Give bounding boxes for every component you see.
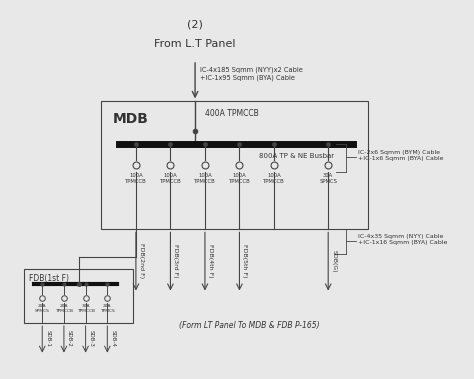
Text: (2): (2) bbox=[187, 19, 203, 30]
Text: FDB(3rd F): FDB(3rd F) bbox=[173, 244, 178, 278]
Text: 20A
SPMCS: 20A SPMCS bbox=[35, 304, 50, 313]
Text: SDB-3: SDB-3 bbox=[89, 330, 93, 347]
Text: 100A
TPMCCB: 100A TPMCCB bbox=[263, 173, 285, 184]
Bar bbox=[25, 269, 133, 323]
Text: SDB-1: SDB-1 bbox=[45, 330, 50, 347]
Text: MDB: MDB bbox=[113, 112, 149, 126]
Text: FDB(4th F): FDB(4th F) bbox=[208, 244, 213, 278]
Text: 30A
TPMCCB: 30A TPMCCB bbox=[77, 304, 95, 313]
Text: FDB(1st F): FDB(1st F) bbox=[29, 274, 69, 283]
Text: SDB(G): SDB(G) bbox=[331, 250, 336, 272]
Text: FDB(5th F): FDB(5th F) bbox=[242, 244, 247, 278]
Text: From L.T Panel: From L.T Panel bbox=[155, 39, 236, 49]
Text: 800A TP & NE Busbar: 800A TP & NE Busbar bbox=[259, 153, 334, 158]
Text: SDB-4: SDB-4 bbox=[110, 330, 115, 347]
Text: IC-4x185 Sqmm (NYY)x2 Cable
+IC-1x95 Sqmm (BYA) Cable: IC-4x185 Sqmm (NYY)x2 Cable +IC-1x95 Sqm… bbox=[200, 67, 303, 81]
Text: 100A
TPMCCB: 100A TPMCCB bbox=[194, 173, 216, 184]
Bar bbox=[101, 101, 368, 229]
Text: IC-2x6 Sqmm (BYM) Cable
+IC-1x6 Sqmm (BYA) Cable: IC-2x6 Sqmm (BYM) Cable +IC-1x6 Sqmm (BY… bbox=[358, 150, 443, 161]
Text: IC-4x35 Sqmm (NYY) Cable
+IC-1x16 Sqmm (BYA) Cable: IC-4x35 Sqmm (NYY) Cable +IC-1x16 Sqmm (… bbox=[358, 234, 447, 245]
Text: SDB-2: SDB-2 bbox=[67, 330, 72, 347]
Text: (Form LT Panel To MDB & FDB P-165): (Form LT Panel To MDB & FDB P-165) bbox=[179, 321, 319, 330]
Text: 100A
TPMCCB: 100A TPMCCB bbox=[125, 173, 147, 184]
Text: 20A
TPMCCB: 20A TPMCCB bbox=[55, 304, 73, 313]
Text: 30A
SPMCS: 30A SPMCS bbox=[319, 173, 337, 184]
Text: 100A
TPMCCB: 100A TPMCCB bbox=[228, 173, 250, 184]
Text: 100A
TPMCCB: 100A TPMCCB bbox=[160, 173, 181, 184]
Text: 400A TPMCCB: 400A TPMCCB bbox=[205, 109, 259, 117]
Text: 20A
TPMCS: 20A TPMCS bbox=[100, 304, 115, 313]
Text: FDB(2nd F): FDB(2nd F) bbox=[139, 243, 144, 279]
